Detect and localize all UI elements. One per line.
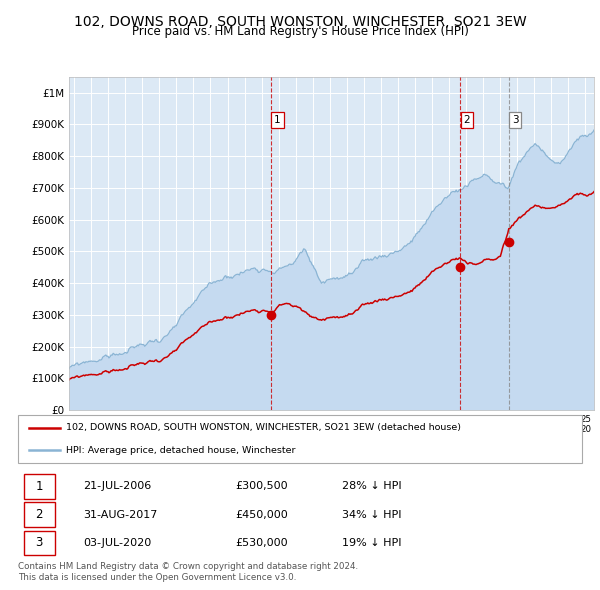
Text: £450,000: £450,000 xyxy=(235,510,288,520)
Text: £530,000: £530,000 xyxy=(235,538,288,548)
Text: 2: 2 xyxy=(35,508,43,521)
Text: HPI: Average price, detached house, Winchester: HPI: Average price, detached house, Winc… xyxy=(66,445,295,454)
Text: £300,500: £300,500 xyxy=(235,481,288,491)
FancyBboxPatch shape xyxy=(18,415,582,463)
FancyBboxPatch shape xyxy=(23,474,55,499)
FancyBboxPatch shape xyxy=(23,502,55,527)
Text: Price paid vs. HM Land Registry's House Price Index (HPI): Price paid vs. HM Land Registry's House … xyxy=(131,25,469,38)
Text: 21-JUL-2006: 21-JUL-2006 xyxy=(83,481,151,491)
Text: 1: 1 xyxy=(35,480,43,493)
Text: 3: 3 xyxy=(512,115,518,125)
Text: 28% ↓ HPI: 28% ↓ HPI xyxy=(342,481,402,491)
FancyBboxPatch shape xyxy=(23,530,55,555)
Text: 102, DOWNS ROAD, SOUTH WONSTON, WINCHESTER, SO21 3EW (detached house): 102, DOWNS ROAD, SOUTH WONSTON, WINCHEST… xyxy=(66,424,461,432)
Text: 34% ↓ HPI: 34% ↓ HPI xyxy=(342,510,402,520)
Text: 3: 3 xyxy=(35,536,43,549)
Text: 102, DOWNS ROAD, SOUTH WONSTON, WINCHESTER, SO21 3EW: 102, DOWNS ROAD, SOUTH WONSTON, WINCHEST… xyxy=(74,15,526,29)
Text: 1: 1 xyxy=(274,115,281,125)
Text: 19% ↓ HPI: 19% ↓ HPI xyxy=(342,538,402,548)
Text: 2: 2 xyxy=(463,115,470,125)
Text: 31-AUG-2017: 31-AUG-2017 xyxy=(83,510,157,520)
Text: 03-JUL-2020: 03-JUL-2020 xyxy=(83,538,151,548)
Text: Contains HM Land Registry data © Crown copyright and database right 2024.
This d: Contains HM Land Registry data © Crown c… xyxy=(18,562,358,582)
